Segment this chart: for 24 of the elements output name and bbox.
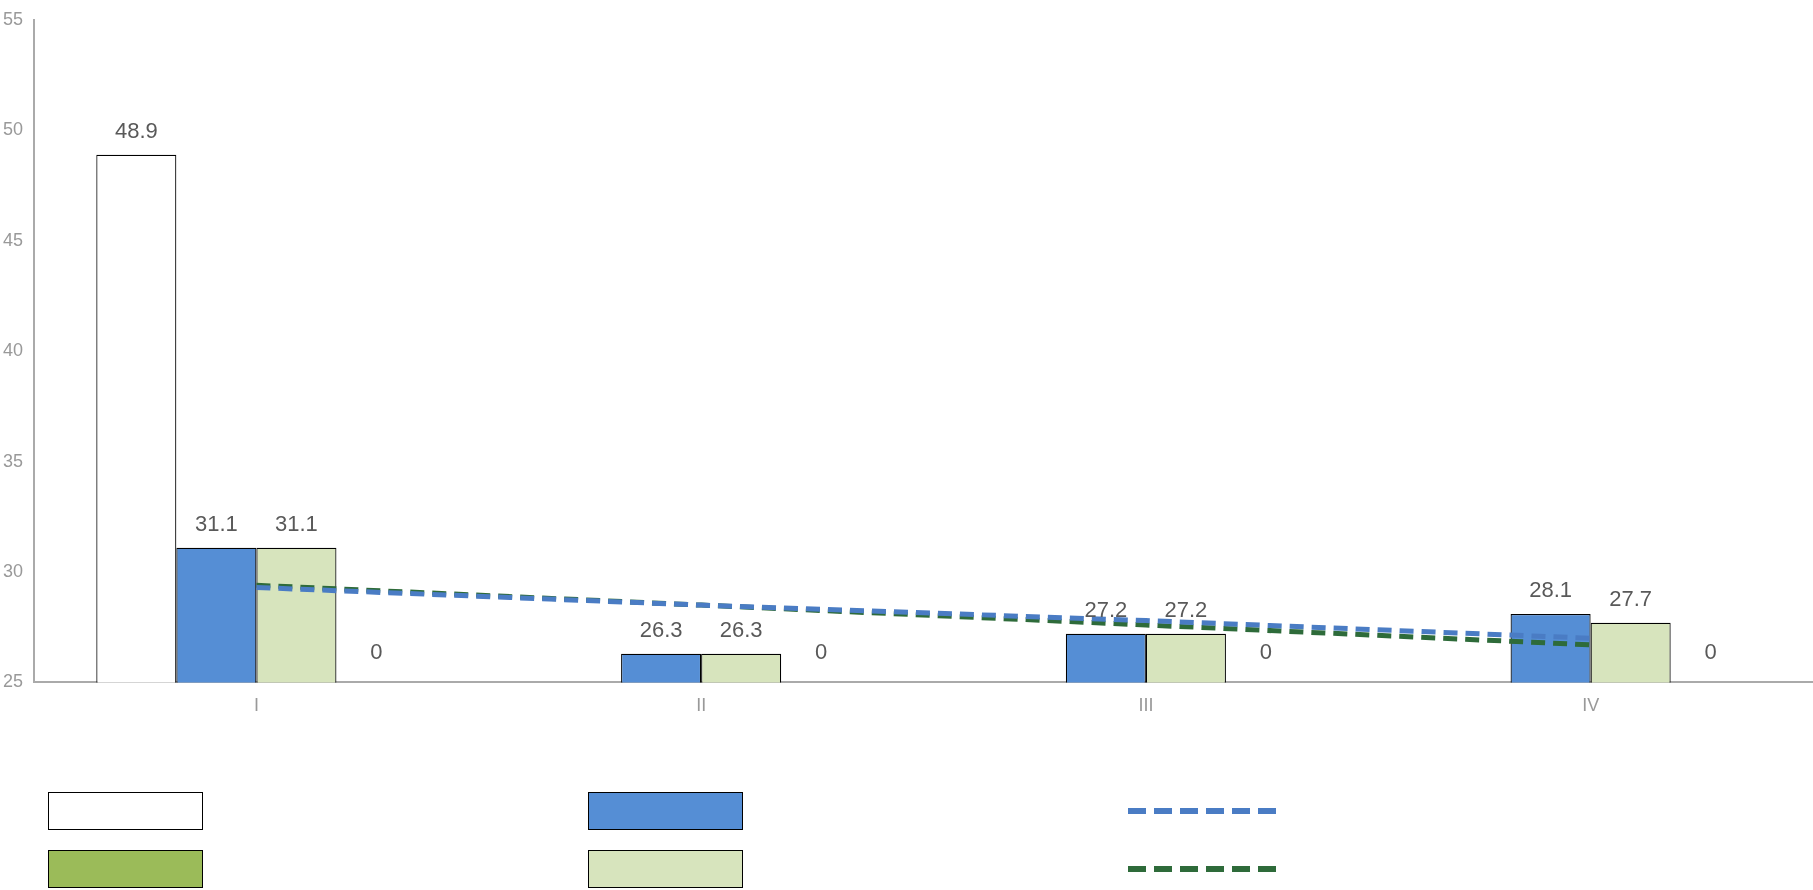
data-label: 28.1 xyxy=(1529,577,1573,603)
y-tick-label: 25 xyxy=(2,671,24,692)
annotation: 0 xyxy=(1704,639,1717,665)
data-label: 31.1 xyxy=(275,510,318,536)
x-tick-label: III xyxy=(1138,695,1154,716)
y-tick-label: 40 xyxy=(2,340,24,361)
data-label: 27.2 xyxy=(1084,596,1128,622)
y-tick-label: 50 xyxy=(2,119,24,140)
y-tick-label: 30 xyxy=(2,560,24,581)
annotation: 0 xyxy=(815,639,828,665)
data-label: 26.3 xyxy=(639,616,683,642)
x-tick-label: II xyxy=(696,695,707,716)
data-label: 31.1 xyxy=(194,510,238,536)
y-tick-label: 45 xyxy=(2,229,24,250)
data-label: 48.9 xyxy=(114,117,158,143)
annotation: 0 xyxy=(370,639,383,665)
x-tick-label: IV xyxy=(1582,695,1600,716)
y-tick-label: 35 xyxy=(2,450,24,471)
annotation: 0 xyxy=(1259,639,1273,665)
data-label: 27.7 xyxy=(1609,585,1653,611)
x-tick-label: I xyxy=(253,695,259,716)
data-label: 26.3 xyxy=(719,616,763,642)
y-tick-label: 55 xyxy=(2,8,24,29)
data-label: 27.2 xyxy=(1164,596,1208,622)
